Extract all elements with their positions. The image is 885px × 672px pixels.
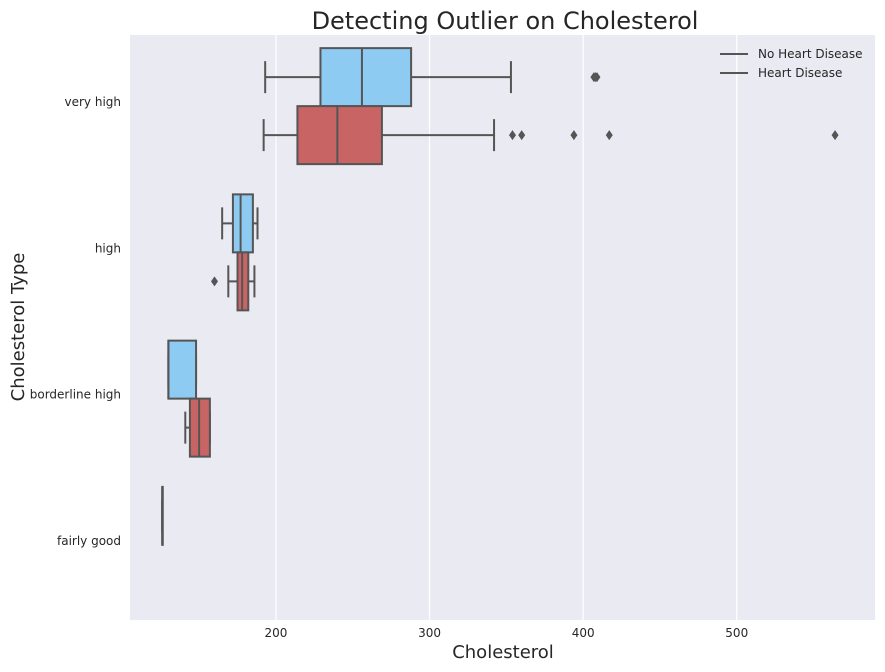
x-tick-label-500: 500 bbox=[725, 626, 748, 640]
heart-disease-very-high-outlier-2 bbox=[570, 130, 578, 141]
heart-disease-very-high-box bbox=[296, 105, 383, 166]
legend-label-heart-disease: Heart Disease bbox=[758, 66, 842, 80]
legend-label-no-heart-disease: No Heart Disease bbox=[758, 47, 863, 61]
y-tick-label-borderline-high: borderline high bbox=[30, 388, 121, 402]
y-tick-label-fairly-good: fairly good bbox=[57, 534, 121, 548]
y-tick-label-high: high bbox=[95, 241, 121, 255]
x-tick-label-200: 200 bbox=[264, 626, 287, 640]
x-tick-label-400: 400 bbox=[572, 626, 595, 640]
y-ticks: very high high borderline high fairly good bbox=[30, 95, 121, 548]
x-tick-label-300: 300 bbox=[418, 626, 441, 640]
box-plots bbox=[161, 47, 839, 546]
heart-disease-very-high-outlier-4 bbox=[831, 130, 839, 141]
chart-title: Detecting Outlier on Cholesterol bbox=[312, 7, 699, 35]
x-ticks: 200 300 400 500 bbox=[264, 626, 748, 640]
heart-disease-very-high-outlier-3 bbox=[605, 130, 613, 141]
y-tick-label-very-high: very high bbox=[65, 95, 122, 109]
no-heart-disease-very-high-box bbox=[319, 47, 413, 108]
heart-disease-high-outlier-0 bbox=[210, 276, 218, 287]
x-axis-label: Cholesterol bbox=[452, 642, 554, 663]
no-heart-disease-very-high-outlier-2 bbox=[593, 72, 601, 83]
heart-disease-very-high-outlier-1 bbox=[518, 130, 526, 141]
heart-disease-very-high-outlier-0 bbox=[508, 130, 516, 141]
plot-background bbox=[130, 35, 875, 620]
no-heart-disease-high-box bbox=[231, 193, 254, 254]
legend: No Heart Disease Heart Disease bbox=[720, 47, 863, 80]
grid-lines bbox=[275, 35, 738, 620]
y-axis-label: Cholesterol Type bbox=[8, 253, 29, 402]
no-heart-disease-borderline-high-box bbox=[167, 339, 198, 400]
